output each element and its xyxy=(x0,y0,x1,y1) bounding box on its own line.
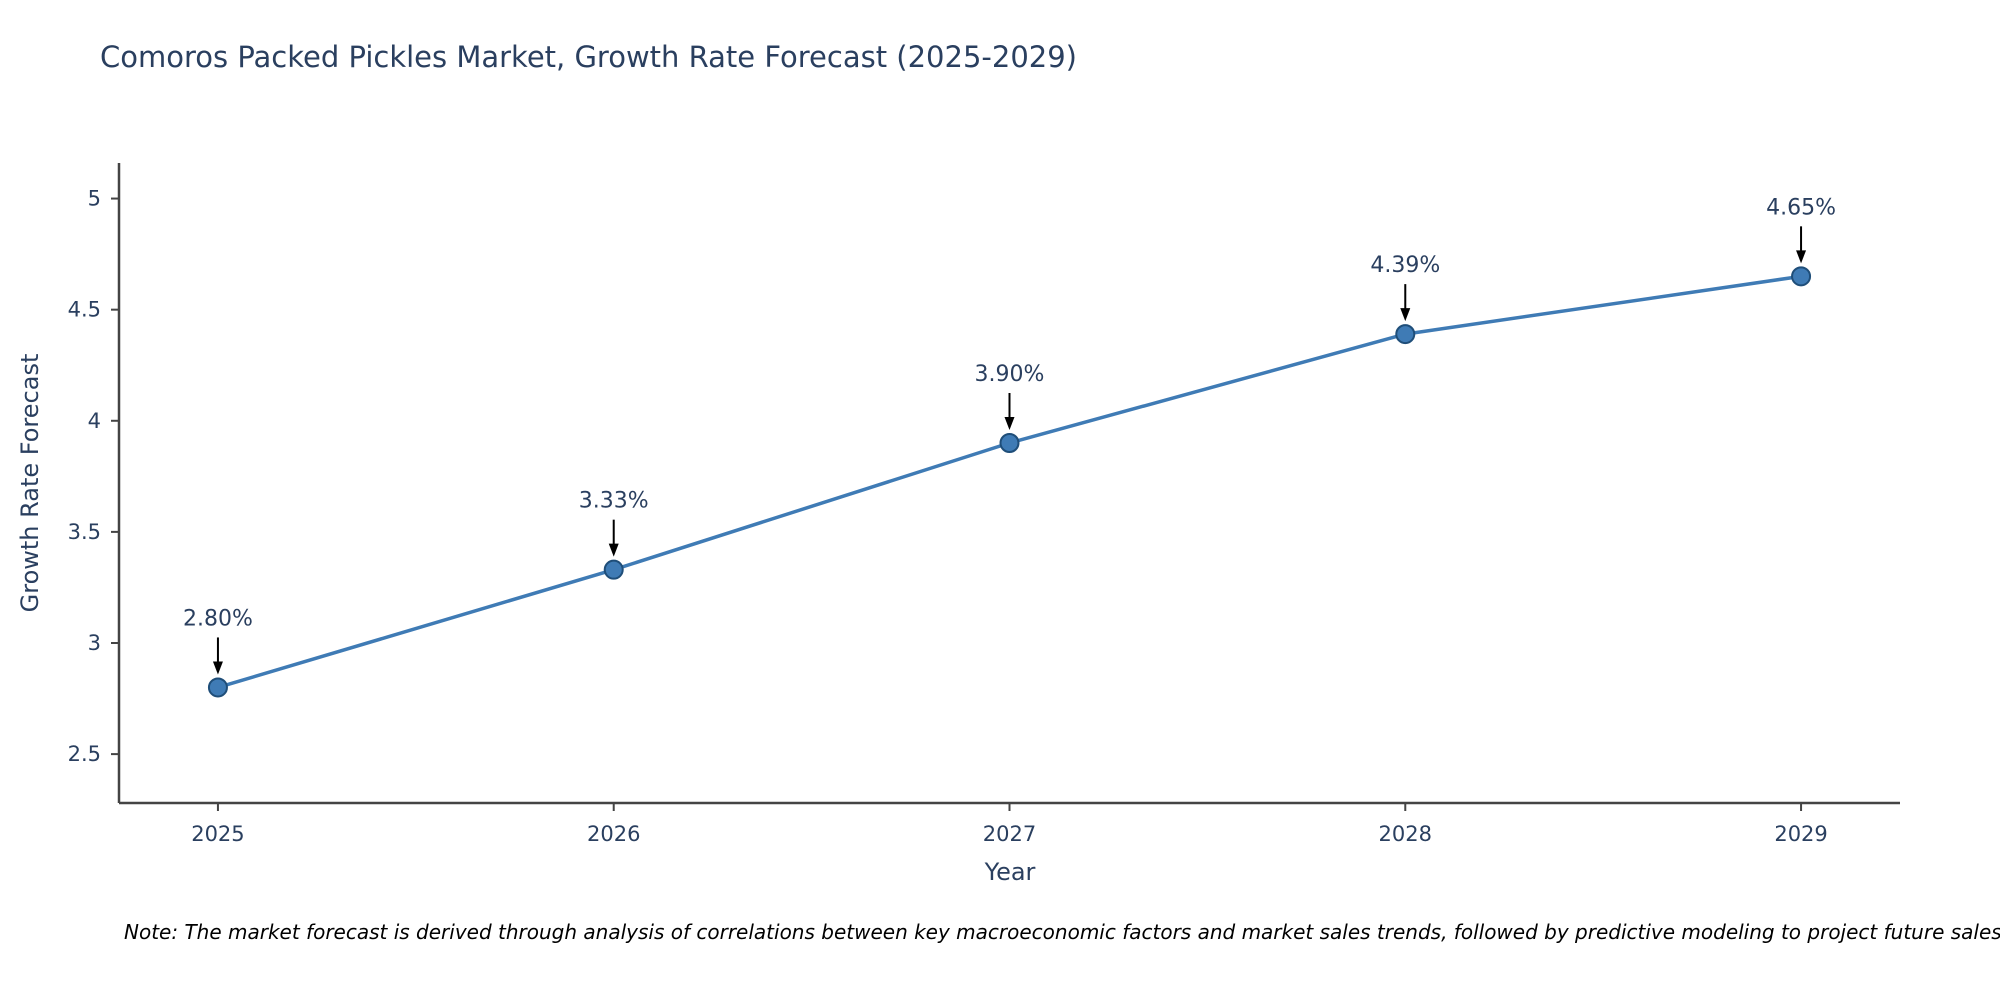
data-point-2027[interactable] xyxy=(999,433,1020,453)
x-tick-label: 2027 xyxy=(983,822,1036,846)
data-point-2025[interactable] xyxy=(207,677,228,698)
y-tick-label: 4.5 xyxy=(68,298,101,322)
data-point-2026[interactable] xyxy=(603,559,624,580)
y-tick-label: 4 xyxy=(88,409,101,433)
annotation-arrowhead xyxy=(212,661,223,675)
y-tick-label: 5 xyxy=(88,187,101,211)
data-point-label: 4.65% xyxy=(1766,195,1836,220)
y-tick-label: 3 xyxy=(88,631,101,655)
data-point-label: 4.39% xyxy=(1370,253,1440,278)
trend-line xyxy=(216,274,1803,690)
x-tick-label: 2029 xyxy=(1774,822,1827,846)
y-tick-label: 2.5 xyxy=(68,742,101,766)
annotation-arrowhead xyxy=(1796,250,1807,264)
footnote: Note: The market forecast is derived thr… xyxy=(124,920,2000,944)
data-point-label: 3.90% xyxy=(975,362,1045,387)
annotation-arrowhead xyxy=(608,543,619,557)
y-axis-title: Growth Rate Forecast xyxy=(16,353,44,613)
x-tick-label: 2025 xyxy=(191,822,244,846)
x-axis-title: Year xyxy=(984,858,1036,886)
data-point-2028[interactable] xyxy=(1395,324,1416,345)
data-point-label: 2.80% xyxy=(183,606,253,631)
y-tick-label: 3.5 xyxy=(68,520,101,544)
annotation-arrowhead xyxy=(1004,417,1015,430)
chart-title: Comoros Packed Pickles Market, Growth Ra… xyxy=(100,40,1077,74)
data-point-2029[interactable] xyxy=(1791,266,1812,287)
annotation-arrowhead xyxy=(1400,308,1411,322)
x-tick-label: 2028 xyxy=(1379,822,1432,846)
x-tick-label: 2026 xyxy=(587,822,640,846)
data-point-label: 3.33% xyxy=(579,489,649,514)
